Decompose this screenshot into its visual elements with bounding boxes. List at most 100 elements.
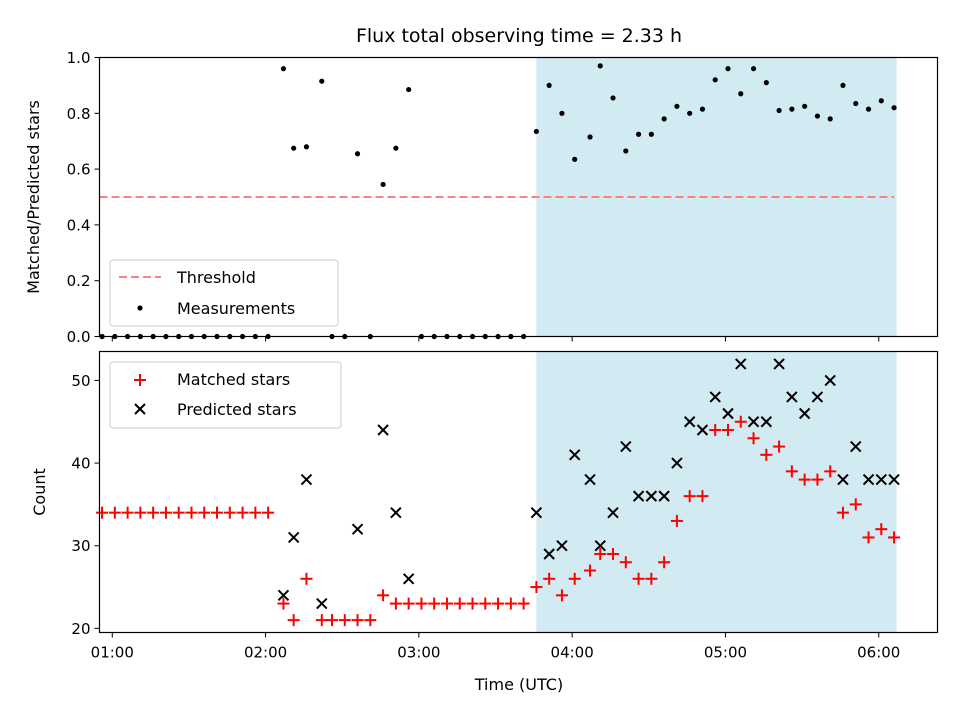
measurement-point (725, 66, 731, 72)
matched-star-point (785, 465, 798, 478)
measurement-point (840, 82, 846, 88)
predicted-star-point (747, 416, 760, 428)
matched-star-point (198, 506, 211, 519)
measurement-point (572, 156, 578, 162)
measurement-point (802, 103, 808, 109)
measurement-point (319, 78, 325, 84)
measurement-point (738, 91, 744, 97)
upper-plot-frame (98, 56, 939, 338)
legend-threshold-label: Threshold (176, 268, 256, 287)
matched-star-point (172, 506, 185, 519)
matched-star-point (236, 506, 249, 519)
matched-star-point (121, 506, 134, 519)
predicted-star-point (862, 473, 875, 486)
measurement-point (559, 110, 565, 116)
matched-star-point (594, 547, 607, 560)
matched-star-point (262, 506, 275, 519)
matched-star-point (415, 597, 428, 610)
y-tick-label: 0.8 (67, 105, 91, 123)
upper-y-ticks: 0.0 0.2 0.4 0.6 0.8 1.0 (67, 49, 100, 346)
predicted-star-point (735, 358, 747, 370)
upper-panel: 0.0 0.2 0.4 0.6 0.8 1.0 Matched/Predicted sta… (24, 49, 939, 346)
matched-star-point (479, 597, 492, 610)
measurement-point (406, 86, 412, 93)
upper-legend: Threshold Measurements (109, 259, 339, 327)
matched-star-point (683, 490, 696, 503)
predicted-star-point (683, 416, 696, 428)
measurement-point (891, 105, 897, 111)
predicted-star-point (569, 449, 581, 461)
predicted-star-point (287, 531, 300, 544)
matched-star-point (338, 614, 351, 627)
predicted-star-point (351, 523, 364, 535)
measurement-point (354, 151, 361, 157)
lower-legend-box (109, 361, 342, 429)
lower-legend: Matched stars Predicted stars (109, 361, 342, 429)
matched-star-point (249, 506, 262, 519)
matched-star-point (722, 424, 734, 437)
predicted-star-point (390, 506, 402, 519)
matched-star-point (862, 531, 875, 544)
measurement-point (380, 181, 386, 188)
matched-star-point (734, 415, 747, 428)
x-tick-label: 04:00 (551, 644, 594, 662)
measurement-point (853, 100, 859, 107)
measurement-point (865, 106, 872, 112)
y-tick-label: 0.6 (67, 161, 91, 179)
matched-star-point (147, 506, 160, 519)
predicted-star-point (671, 457, 683, 469)
matched-star-point (607, 547, 620, 560)
matched-star-point (277, 597, 290, 610)
measurement-point (648, 131, 654, 137)
lower-y-axis-label: Count (30, 468, 49, 516)
x-axis-label: Time (UTC) (474, 675, 563, 694)
x-tick-label: 01:00 (91, 644, 134, 662)
y-tick-label: 1.0 (67, 49, 91, 67)
matched-star-point (159, 506, 172, 519)
measurement-point (674, 103, 680, 109)
predicted-star-point (584, 473, 596, 486)
predicted-star-point (888, 473, 900, 486)
matched-star-point (504, 597, 517, 610)
matched-stars-points (96, 415, 901, 627)
predicted-star-point (632, 490, 645, 502)
matched-star-point (696, 490, 709, 503)
lower-highlight-span (536, 351, 897, 633)
legend-matched-label: Matched stars (177, 370, 290, 389)
matched-star-point (709, 424, 722, 437)
matched-star-point (466, 597, 479, 610)
predicted-star-point (530, 506, 543, 519)
matched-star-point (377, 589, 390, 602)
predicted-star-point (607, 506, 619, 519)
predicted-star-point (760, 416, 773, 428)
matched-star-point (134, 506, 147, 519)
predicted-star-point (594, 540, 606, 552)
measurement-point (546, 82, 552, 88)
y-tick-label: 30 (71, 537, 90, 555)
legend-measurements-label: Measurements (177, 299, 295, 318)
matched-star-point (517, 597, 530, 610)
measurement-point (699, 106, 706, 112)
predicted-star-point (300, 473, 313, 486)
matched-star-point (584, 564, 597, 577)
measurement-point (533, 128, 539, 135)
measurement-point (623, 148, 629, 154)
y-tick-label: 0.4 (67, 216, 91, 234)
matched-star-point (824, 465, 837, 478)
measurement-point (610, 95, 616, 101)
measurement-point (814, 113, 821, 119)
measurement-point (827, 116, 833, 122)
matched-star-point (760, 448, 773, 461)
matched-star-point (185, 506, 198, 519)
predicted-star-point (377, 424, 389, 436)
predicted-star-point (556, 540, 568, 552)
lower-panel: 01:00 02:00 03:00 04:00 05:00 06:00 20304050 … (30, 350, 939, 694)
measurement-point (776, 107, 782, 114)
predicted-star-point (798, 407, 811, 420)
y-tick-label: 40 (71, 455, 90, 473)
matched-star-point (875, 523, 888, 536)
matched-star-point (811, 473, 824, 486)
measurement-point (750, 66, 757, 72)
matched-star-point (351, 614, 364, 627)
highlight-span-rect (536, 351, 897, 633)
